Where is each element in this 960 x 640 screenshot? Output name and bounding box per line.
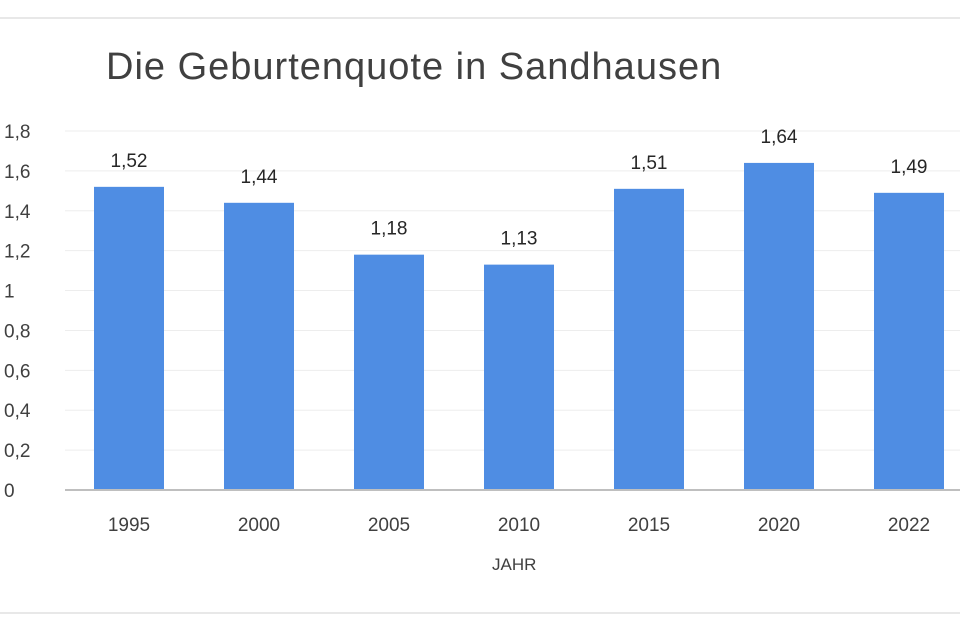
bar-2005 [354,254,424,490]
data-label-2005: 1,18 [371,219,408,240]
data-label-2015: 1,51 [631,153,668,174]
data-label-2020: 1,64 [761,127,798,148]
x-tick-label-2000: 2000 [238,515,280,536]
x-tick-label-2010: 2010 [498,515,540,536]
y-axis-ticks: 0 0,2 0,4 0,6 0,8 1 1,2 1,4 1,6 1,8 [4,122,31,502]
y-tick-label: 1,4 [4,202,31,223]
x-tick-label-2022: 2022 [888,515,930,536]
y-tick-label: 0,2 [4,441,30,462]
data-labels: 1,52 1,44 1,18 1,13 1,51 1,64 1,49 [111,127,928,250]
y-tick-label: 0,6 [4,361,30,382]
x-tick-label-1995: 1995 [108,515,150,536]
y-tick-label: 1,8 [4,122,30,143]
bar-2000 [224,202,294,491]
x-tick-label-2005: 2005 [368,515,410,536]
bar-2015 [614,188,684,491]
data-label-1995: 1,52 [111,151,148,172]
y-tick-label: 0,8 [4,321,30,342]
bar-2020 [744,162,814,490]
bar-2022 [874,192,944,491]
data-label-2000: 1,44 [241,167,278,188]
chart-title: Die Geburtenquote in Sandhausen [106,46,723,88]
x-axis-labels: 1995 2000 2005 2010 2015 2020 2022 [108,515,930,536]
bar-1995 [94,186,164,490]
data-label-2010: 1,13 [501,229,538,250]
top-divider [0,17,960,19]
x-axis-title: JAHR [492,555,537,574]
y-tick-label: 1 [4,282,15,303]
x-tick-label-2015: 2015 [628,515,670,536]
bar-2010 [484,264,554,490]
y-tick-label: 0 [4,481,15,502]
bottom-divider [0,612,960,614]
y-tick-label: 1,6 [4,162,30,183]
bars [94,162,944,491]
data-label-2022: 1,49 [891,157,928,178]
y-tick-label: 1,2 [4,242,30,263]
y-tick-label: 0,4 [4,401,31,422]
x-tick-label-2020: 2020 [758,515,800,536]
